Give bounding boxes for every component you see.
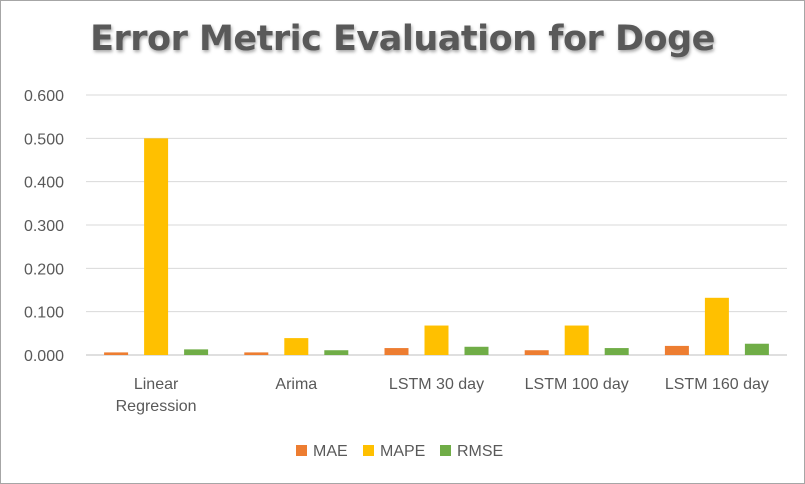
x-tick-label: LSTM 100 day — [525, 376, 629, 393]
legend-swatch — [363, 445, 374, 456]
bar-mae — [664, 345, 689, 355]
bar-mae — [104, 352, 129, 355]
y-tick-label: 0.200 — [24, 261, 64, 278]
bar-mae — [524, 350, 549, 355]
y-tick-label: 0.500 — [24, 131, 64, 148]
y-tick-label: 0.400 — [24, 175, 64, 192]
legend-swatch — [440, 445, 451, 456]
y-tick-label: 0.300 — [24, 218, 64, 235]
legend-label: RMSE — [457, 443, 503, 460]
bar-rmse — [744, 343, 769, 355]
bar-mae — [244, 352, 269, 355]
x-tick-label: Linear — [134, 376, 179, 393]
x-tick-label: LSTM 30 day — [389, 376, 484, 393]
bar-rmse — [324, 350, 349, 355]
x-tick-label: LSTM 160 day — [665, 376, 769, 393]
x-tick-label: Arima — [275, 376, 317, 393]
bar-mape — [144, 138, 169, 355]
bar-mape — [284, 338, 309, 355]
legend-swatch — [296, 445, 307, 456]
bar-mae — [384, 348, 409, 355]
bar-rmse — [604, 348, 629, 355]
chart-title: Error Metric Evaluation for Doge — [90, 19, 715, 59]
bar-mape — [564, 325, 589, 355]
y-tick-label: 0.600 — [24, 88, 64, 105]
bar-rmse — [464, 346, 489, 355]
bar-mape — [704, 297, 729, 355]
legend-label: MAPE — [380, 443, 425, 460]
y-tick-label: 0.100 — [24, 305, 64, 322]
bar-rmse — [184, 349, 209, 355]
legend-label: MAE — [313, 443, 348, 460]
x-tick-label: Regression — [116, 398, 197, 415]
y-tick-label: 0.000 — [24, 348, 64, 365]
bar-mape — [424, 325, 449, 355]
